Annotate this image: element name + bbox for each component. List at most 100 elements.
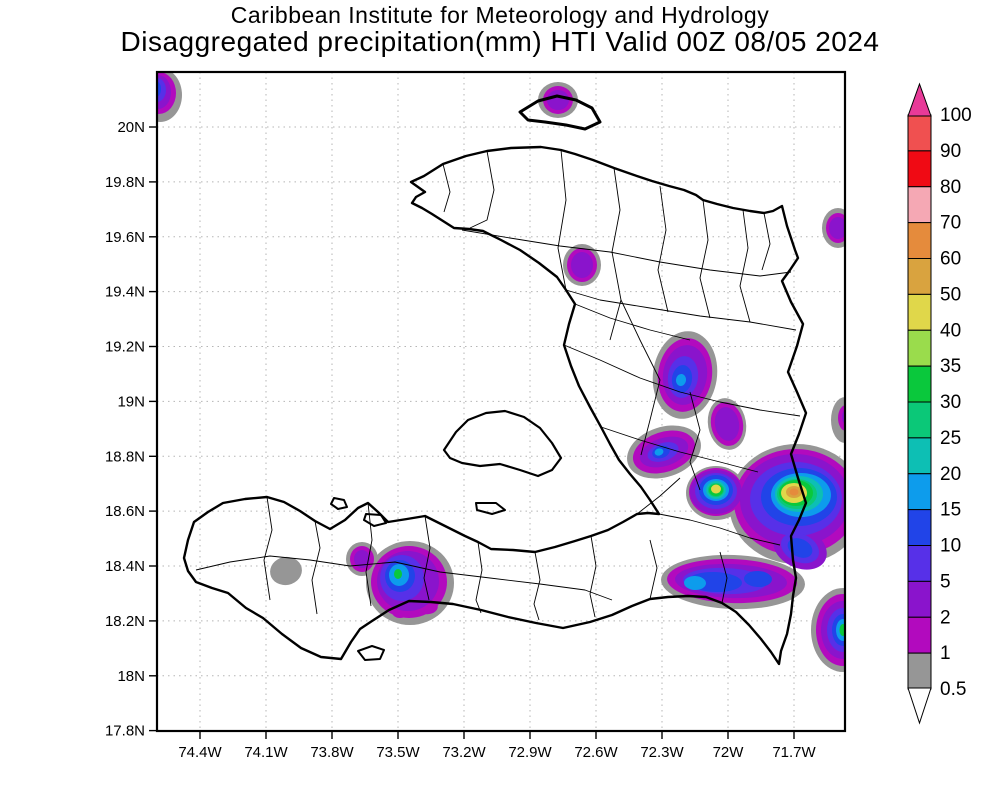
lon-tick-label: 73.8W — [310, 744, 354, 761]
precip-contour-gonaives-cell — [571, 252, 593, 278]
admin-boundary — [565, 289, 797, 331]
precip-contour-south-coast-band — [744, 570, 772, 588]
lon-tick-label: 73.5W — [376, 744, 420, 761]
admin-boundary — [589, 535, 597, 618]
colorbar-segment — [907, 150, 932, 188]
lat-tick-label: 19.4N — [105, 284, 145, 301]
map-frame — [155, 70, 847, 733]
admin-boundary — [658, 513, 781, 546]
colorbar-tick-label: 100 — [940, 105, 972, 126]
colorbar-tick-label: 25 — [940, 428, 961, 449]
admin-boundary — [761, 212, 771, 271]
colorbar-tick-label: 50 — [940, 284, 961, 305]
colorbar-tick-label: 20 — [940, 464, 961, 485]
colorbar-tick-label: 2 — [940, 607, 951, 628]
precip-contour-southeast-extension — [787, 538, 813, 558]
admin-boundary — [620, 299, 661, 456]
coastline — [357, 645, 385, 661]
coastline — [442, 409, 563, 478]
colorbar-tick-label: 35 — [940, 356, 961, 377]
colorbar-segment — [907, 580, 932, 618]
precip-shading — [157, 72, 845, 672]
colorbar-segment — [907, 473, 932, 511]
colorbar-segment — [907, 401, 932, 439]
colorbar-segment — [907, 258, 932, 295]
precip-contour-tortuga-cell — [547, 90, 569, 110]
admin-boundary — [195, 555, 613, 601]
precip-contour-southeast-corner-cell — [839, 624, 845, 636]
lon-tick-label: 74.4W — [178, 744, 222, 761]
admin-boundary — [475, 541, 483, 614]
colorbar-segment — [907, 616, 932, 654]
lon-tick-label: 72.6W — [574, 744, 618, 761]
colorbar-over-arrow — [907, 82, 932, 117]
coastline — [182, 145, 808, 666]
colorbar-tick-label: 5 — [940, 571, 951, 592]
lat-tick-label: 20N — [117, 119, 145, 136]
colorbar-segment — [907, 365, 932, 403]
admin-boundary — [600, 426, 759, 473]
admin-boundary — [657, 185, 669, 313]
colorbar-tick-label: 30 — [940, 392, 961, 413]
admin-boundary — [739, 209, 751, 323]
precip-contour-east-edge-gray-cell — [838, 405, 845, 431]
admin-boundary — [636, 477, 681, 515]
admin-boundary — [557, 149, 567, 291]
precip-contour-nippes-cell — [354, 550, 370, 568]
lat-tick-label: 19.2N — [105, 339, 145, 356]
colorbar-tick-label: 40 — [940, 320, 961, 341]
institute-title: Caribbean Institute for Meteorology and … — [230, 2, 770, 28]
colorbar-segment — [907, 186, 932, 224]
colorbar-tick-label: 70 — [940, 213, 961, 234]
colorbar-tick-label: 0.5 — [940, 679, 966, 700]
admin-boundary — [263, 496, 273, 601]
colorbar-segment — [907, 545, 932, 582]
colorbar-segment — [907, 114, 932, 152]
coastline — [363, 513, 387, 527]
admin-boundary — [649, 539, 658, 600]
admin-boundary — [533, 551, 541, 621]
precip-contour-central-plateau-cell — [675, 374, 687, 386]
lat-tick-label: 18.6N — [105, 503, 145, 520]
colorbar-tick-label: 10 — [940, 536, 961, 557]
precip-contour-southwest-peninsula-max — [394, 569, 402, 579]
lat-tick-label: 18.2N — [105, 613, 145, 630]
colorbar-segment — [907, 652, 932, 690]
lon-tick-label: 72.9W — [508, 744, 552, 761]
admin-boundary — [423, 515, 431, 601]
colorbar-segment — [907, 329, 932, 367]
precip-contour-connector-cell — [714, 407, 740, 441]
colorbar-segment — [907, 509, 932, 546]
admin-boundary — [461, 229, 792, 277]
lon-tick-label: 73.2W — [442, 744, 486, 761]
admin-boundary — [442, 163, 451, 213]
lat-tick-label: 19.6N — [105, 229, 145, 246]
colorbar-tick-label: 90 — [940, 141, 961, 162]
graticule-grid — [157, 72, 845, 732]
coastline — [330, 497, 348, 510]
lon-tick-label: 71.7W — [772, 744, 816, 761]
colorbar-segment — [907, 222, 932, 259]
lon-tick-label: 72W — [713, 744, 745, 761]
colorbar-segment — [907, 293, 932, 331]
admin-boundary — [311, 520, 321, 615]
admin-boundary — [689, 391, 701, 491]
product-title: Disaggregated precipitation(mm) HTI Vali… — [120, 26, 880, 57]
colorbar-legend: 100 90 80 70 60 50 40 35 30 25 20 15 10 5 2 1 0.5 — [907, 82, 972, 725]
colorbar-tick-label: 80 — [940, 177, 961, 198]
colorbar-segment — [907, 437, 932, 475]
lat-tick-label: 18N — [117, 668, 145, 685]
lon-tick-label: 72.3W — [640, 744, 684, 761]
precip-contour-northeast-edge-cell — [829, 217, 845, 239]
lat-tick-label: 18.8N — [105, 448, 145, 465]
admin-boundary — [563, 344, 801, 417]
coastline — [518, 94, 602, 131]
precip-contour-cul-de-sac-arm — [654, 448, 664, 456]
lon-tick-label: 74.1W — [244, 744, 288, 761]
precip-contour-east-edge-gray-cell — [842, 409, 845, 425]
coastline — [475, 502, 506, 515]
axes: 20N 19.8N 19.6N 19.4N 19.2N 19N 18.8N 18.6N 18.4… — [105, 119, 817, 761]
precip-contour-grand-anse-gray-patch — [270, 556, 302, 586]
